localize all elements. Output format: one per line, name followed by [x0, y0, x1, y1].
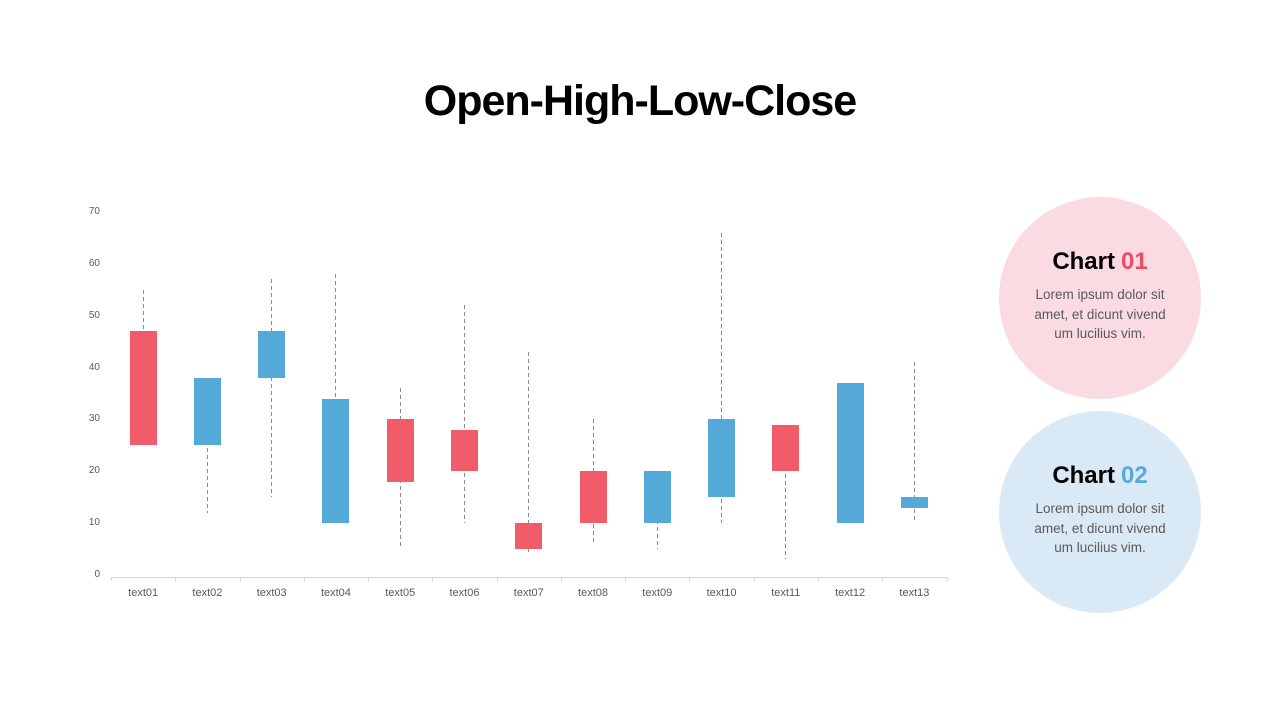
candle-body-text12: [836, 383, 864, 524]
x-axis-label-text08: text08: [578, 587, 608, 599]
x-axis-label-text11: text11: [771, 587, 801, 599]
x-axis-label-text13: text13: [899, 587, 930, 599]
x-axis-tick: [753, 577, 755, 581]
candle-body-text11: [772, 424, 800, 472]
x-axis-label-text10: text10: [706, 587, 737, 599]
candle-body-text06: [450, 429, 478, 472]
y-axis-label-60: 60: [88, 257, 100, 269]
x-axis-tick: [175, 577, 177, 581]
card-01-title: Chart 01: [999, 247, 1201, 277]
y-axis-label-40: 40: [88, 361, 100, 373]
page-title: Open-High-Low-Close: [423, 76, 857, 125]
x-axis-tick: [689, 577, 691, 581]
candle-body-text05: [386, 419, 414, 482]
candle-wick-text13: [913, 362, 915, 524]
x-axis-label-text04: text04: [320, 587, 351, 599]
x-axis-label-text05: text05: [385, 587, 416, 599]
x-axis-label-text01: text01: [128, 587, 159, 599]
x-axis-tick: [239, 577, 241, 581]
candle-body-text03: [258, 331, 286, 378]
info-card-chart-01: Chart 01 Lorem ipsum dolor sit amet, et d…: [999, 197, 1201, 399]
card-01-number: 01: [1120, 248, 1148, 275]
card-01-title-text: Chart: [1052, 248, 1115, 275]
x-axis-label-text12: text12: [835, 587, 866, 599]
x-axis-tick: [368, 577, 370, 581]
candle-body-text13: [900, 497, 928, 508]
card-02-title-text: Chart: [1052, 462, 1115, 489]
y-axis-label-0: 0: [94, 569, 100, 580]
x-axis-tick: [496, 577, 498, 581]
candle-body-text08: [579, 471, 607, 524]
candle-body-text02: [193, 377, 221, 446]
candle-wick-text11: [785, 424, 787, 560]
candle-wick-text04: [335, 274, 337, 524]
y-axis-label-20: 20: [88, 465, 100, 477]
candle-wick-text02: [206, 377, 208, 513]
y-axis-label-30: 30: [88, 413, 100, 425]
candle-body-text10: [708, 419, 736, 498]
candle-wick-text10: [721, 232, 723, 524]
x-axis-tick: [882, 577, 884, 581]
x-axis-label-text06: text06: [449, 587, 480, 599]
x-axis-tick: [560, 577, 562, 581]
x-axis-tick: [817, 577, 819, 581]
y-axis-label-10: 10: [88, 517, 100, 529]
x-axis-tick: [432, 577, 434, 581]
candle-body-text04: [322, 398, 350, 524]
x-axis-tick: [625, 577, 627, 581]
y-axis-label-50: 50: [88, 309, 100, 321]
candle-wick-text06: [463, 305, 465, 524]
candle-wick-text07: [528, 352, 530, 555]
candle-body-text07: [515, 523, 543, 550]
candle-body-text01: [129, 331, 157, 446]
x-axis-tick: [303, 577, 305, 581]
candle-wick-text03: [271, 279, 273, 498]
y-axis-label-70: 70: [88, 205, 100, 217]
x-axis-label-text03: text03: [256, 587, 287, 599]
x-axis-label-text02: text02: [192, 587, 223, 599]
x-axis-label-text09: text09: [642, 587, 673, 599]
x-axis-label-text07: text07: [513, 587, 544, 599]
card-02-title: Chart 02: [999, 461, 1201, 491]
x-axis-line: [111, 577, 947, 578]
x-axis-tick: [946, 577, 948, 581]
info-card-chart-02: Chart 02 Lorem ipsum dolor sit amet, et d…: [999, 411, 1201, 613]
card-02-number: 02: [1120, 462, 1148, 489]
x-axis-tick: [111, 577, 112, 581]
card-01-body-text: Lorem ipsum dolor sit amet, et dicunt vi…: [1034, 287, 1166, 341]
candle-body-text09: [643, 471, 671, 524]
card-02-body-text: Lorem ipsum dolor sit amet, et dicunt vi…: [1034, 501, 1166, 555]
